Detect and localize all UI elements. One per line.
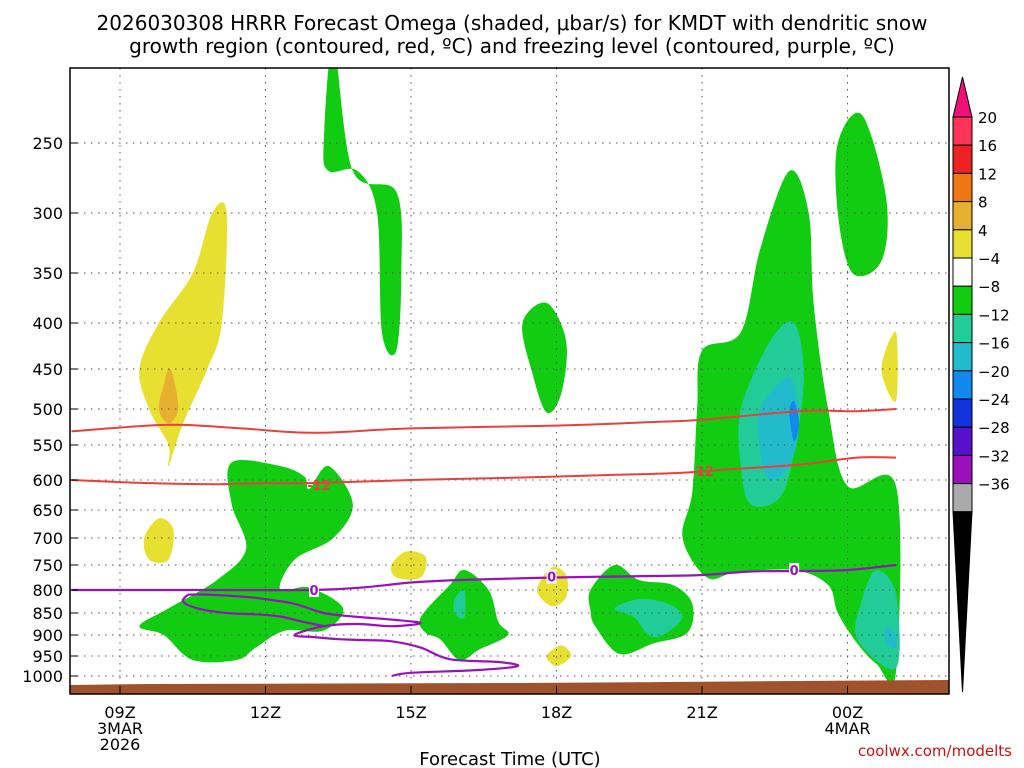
colorbar-label: −32: [978, 447, 1010, 465]
colorbar-legend: 20 16 12 8 4 −4 −8 −12 −16 −20 −24 −28 −32 −36: [952, 76, 1010, 693]
x-tick-label: 21Z: [686, 703, 717, 722]
x-tick-label: 2026: [100, 735, 141, 754]
plot-frame: [69, 67, 950, 695]
freezing-contour-label: 0: [309, 584, 318, 599]
freezing-level-loop: [181, 593, 324, 628]
omega-region: [323, 68, 402, 356]
x-tick-label: 18Z: [541, 703, 572, 722]
y-tick-label: 300: [32, 204, 63, 223]
colorbar-swatch: [952, 313, 973, 344]
colorbar-swatch: [952, 172, 973, 203]
colorbar-swatch: [952, 398, 973, 428]
colorbar-label: −24: [978, 391, 1010, 409]
colorbar-label: 20: [978, 109, 997, 127]
x-tick-label: 4MAR: [824, 719, 870, 738]
freezing-level-loop: [187, 593, 520, 678]
freezing-contour-label: 0: [790, 564, 799, 579]
colorbar-swatch: [952, 229, 973, 259]
omega-region: [546, 645, 572, 666]
freezing-label-bg: [309, 583, 319, 597]
colorbar-label: −36: [978, 476, 1010, 494]
colorbar-label: 12: [978, 165, 997, 183]
omega-region: [885, 626, 898, 649]
colorbar-label: −16: [978, 335, 1010, 353]
x-axis-label: Forecast Time (UTC): [419, 749, 600, 768]
freezing-label-bg: [789, 563, 800, 577]
omega-region: [139, 460, 353, 663]
colorbar-swatch: [952, 426, 973, 456]
colorbar-label: −20: [978, 363, 1010, 381]
y-tick-label: 650: [32, 501, 63, 520]
terrain-band: [70, 680, 949, 694]
y-tick-label: 350: [32, 264, 63, 283]
x-tick-label: 15Z: [395, 703, 426, 722]
omega-region: [391, 551, 427, 580]
x-tick-label: 3MAR: [97, 719, 143, 738]
colorbar-label: −4: [978, 250, 1000, 268]
omega-region: [143, 518, 174, 563]
omega-region: [881, 331, 898, 402]
freezing-level-line: [71, 563, 897, 592]
omega-region: [453, 589, 466, 619]
colorbar-swatch: [952, 454, 973, 485]
chart-title-line-2: growth region (contoured, red, ºC) and f…: [129, 34, 895, 58]
y-tick-label: 950: [32, 647, 63, 666]
colorbar-swatch: [952, 144, 973, 174]
chart-title-line-1: 2026030308 HRRR Forecast Omega (shaded, …: [97, 11, 928, 35]
y-tick-label: 600: [32, 471, 63, 490]
omega-region: [158, 368, 179, 424]
colorbar-label: 16: [978, 137, 997, 155]
colorbar-swatch: [952, 201, 973, 231]
plot-clip-group: -12 -12 0 0 0: [70, 68, 949, 694]
colorbar-swatch: [952, 285, 973, 315]
freezing-contour-label: 0: [547, 571, 556, 586]
x-tick-label: 00Z: [832, 703, 863, 722]
omega-region: [614, 599, 683, 638]
colorbar-swatch: [952, 370, 973, 400]
colorbar-label: −28: [978, 419, 1010, 437]
colorbar-bottom-arrow: [952, 511, 973, 693]
plot-area: -12 -12 0 0 0: [70, 68, 949, 694]
omega-region: [757, 376, 799, 481]
y-tick-label: 850: [32, 604, 63, 623]
dgz-contour-line: [71, 456, 897, 486]
colorbar-top-arrow: [952, 76, 973, 118]
y-tick-label: 800: [32, 581, 63, 600]
omega-region: [835, 112, 888, 277]
colorbar-label: 8: [978, 194, 988, 212]
source-credit: coolwx.com/modelts: [858, 742, 1012, 760]
y-tick-label: 700: [32, 529, 63, 548]
y-tick-label: 900: [32, 626, 63, 645]
x-tick-label: 09Z: [104, 703, 135, 722]
omega-region: [522, 302, 567, 414]
colorbar-label: 4: [978, 222, 988, 240]
x-tick-label: 12Z: [250, 703, 281, 722]
colorbar-swatch: [952, 257, 973, 287]
colorbar-swatch: [952, 342, 973, 372]
y-tick-label: 500: [32, 400, 63, 419]
colorbar-swatch: [952, 116, 973, 146]
colorbar-label: −12: [978, 306, 1010, 324]
y-tick-label: 450: [32, 360, 63, 379]
dgz-contour-label: -12: [307, 479, 331, 494]
colorbar-swatch: [952, 483, 973, 513]
y-tick-label: 250: [32, 134, 63, 153]
freezing-label-bg: [546, 569, 557, 584]
y-tick-label: 750: [32, 556, 63, 575]
dgz-contour-label: -12: [690, 465, 714, 480]
y-tick-label: 1000: [22, 667, 63, 686]
y-tick-label: 400: [32, 314, 63, 333]
y-tick-label: 550: [32, 436, 63, 455]
dgz-contour-line: [71, 408, 897, 434]
colorbar-label: −8: [978, 278, 1000, 296]
y-axis: 250 300 350 400 450 500 550 600 650 700 750 800 850 9…: [22, 134, 78, 686]
